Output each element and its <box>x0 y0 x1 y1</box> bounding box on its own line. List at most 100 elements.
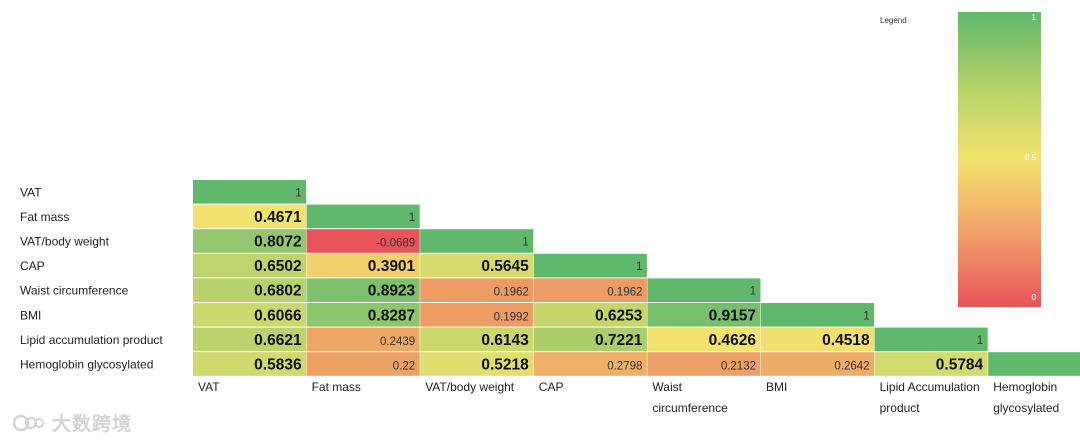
row-label-4: Waist circumference <box>20 284 129 298</box>
cell-r6-c6 <box>874 327 988 352</box>
row-label-2: VAT/body weight <box>20 235 110 249</box>
cell-r7-c1 <box>306 352 420 376</box>
legend-tick-2: 0 <box>1032 293 1037 302</box>
col-label-7-line-0: Hemoglobin <box>993 380 1057 394</box>
cell-value-r2-c0: 0.8072 <box>254 234 301 251</box>
cell-r7-c3 <box>533 352 647 376</box>
cell-value-r0-c0: 1 <box>295 187 301 199</box>
cell-value-r6-c0: 0.6621 <box>254 332 302 349</box>
col-label-6-line-1: product <box>880 401 921 415</box>
cell-r4-c1 <box>306 278 420 302</box>
cell-r6-c0 <box>193 327 307 352</box>
cell-r1-c0 <box>193 204 307 229</box>
col-label-0-line-0: VAT <box>198 380 220 394</box>
cell-r2-c1 <box>306 229 420 253</box>
cell-r1-c1 <box>306 204 420 229</box>
cell-value-r5-c2: 0.1992 <box>494 311 529 323</box>
cell-r6-c3 <box>533 327 647 352</box>
row-labels: VAT Fat mass VAT/body weight CAP Waist circu… <box>20 185 163 371</box>
cell-value-r5-c5: 1 <box>863 310 869 322</box>
cell-value-r6-c6: 1 <box>977 335 983 347</box>
heatmap-cells: 1 0.4671 1 0.8072 -0.0689 1 0.6502 0.3901 0.5645… <box>193 180 1080 376</box>
cell-r3-c0 <box>193 253 307 278</box>
cell-r5-c2 <box>420 303 534 327</box>
cell-r4-c2 <box>420 278 534 302</box>
legend-tick-1: 0.5 <box>1025 153 1037 162</box>
cell-value-r4-c2: 0.1962 <box>494 287 529 299</box>
watermark-logo-icon <box>12 414 44 431</box>
row-label-5: BMI <box>20 308 41 322</box>
row-label-7: Hemoglobin glycosylated <box>20 358 153 372</box>
cell-r5-c5 <box>761 303 875 327</box>
cell-r2-c0 <box>193 229 307 253</box>
cell-value-r2-c1: -0.0689 <box>376 238 415 250</box>
col-label-4-line-0: Waist <box>652 380 682 394</box>
cell-r7-c6 <box>874 352 988 376</box>
cell-value-r6-c3: 0.7221 <box>595 332 643 349</box>
col-label-6-line-0: Lipid Accumulation <box>880 380 980 394</box>
cell-r6-c1 <box>306 327 420 352</box>
cell-r7-c0 <box>193 352 307 376</box>
cell-r5-c0 <box>193 303 307 327</box>
legend-gradient-bar <box>958 12 1041 307</box>
col-label-4-line-1: circumference <box>652 401 728 415</box>
cell-r7-c2 <box>420 352 534 376</box>
cell-r6-c4 <box>647 327 761 352</box>
legend: Legend 10.50 <box>880 12 1041 307</box>
cell-r4-c3 <box>533 278 647 302</box>
col-label-7-line-1: glycosylated <box>993 401 1059 415</box>
cell-r4-c4 <box>647 278 761 302</box>
cell-r3-c1 <box>306 253 420 278</box>
cell-r2-c2 <box>420 229 534 253</box>
col-label-3-line-0: CAP <box>539 380 564 394</box>
cell-r6-c2 <box>420 327 534 352</box>
cell-value-r3-c0: 0.6502 <box>254 258 301 275</box>
cell-r5-c3 <box>533 303 647 327</box>
cell-value-r2-c2: 1 <box>522 237 528 249</box>
cell-r7-c5 <box>761 352 875 376</box>
cell-value-r4-c0: 0.6802 <box>254 283 301 300</box>
cell-r5-c1 <box>306 303 420 327</box>
cell-value-r1-c1: 1 <box>409 212 415 224</box>
cell-r3-c2 <box>420 253 534 278</box>
cell-value-r5-c3: 0.6253 <box>595 307 643 324</box>
cell-value-r7-c3: 0.2798 <box>607 361 642 373</box>
cell-r5-c4 <box>647 303 761 327</box>
cell-r7-c7 <box>988 352 1080 376</box>
legend-title: Legend <box>880 16 907 25</box>
cell-value-r7-c6: 0.5784 <box>936 357 984 374</box>
col-label-1-line-0: Fat mass <box>312 380 361 394</box>
col-label-2-line-0: VAT/body weight <box>425 380 515 394</box>
row-label-3: CAP <box>20 259 45 273</box>
column-labels: VAT Fat mass VAT/body weight CAP Waist circum… <box>198 380 1059 415</box>
cell-value-r6-c1: 0.2439 <box>380 336 415 348</box>
row-label-0: VAT <box>20 185 42 199</box>
cell-value-r7-c5: 0.2642 <box>834 361 869 373</box>
cell-value-r3-c2: 0.5645 <box>481 258 529 275</box>
cell-value-r6-c4: 0.4626 <box>709 332 757 349</box>
legend-tick-0: 1 <box>1032 13 1037 22</box>
cell-value-r6-c2: 0.6143 <box>481 332 529 349</box>
watermark: 大数跨境 <box>12 409 132 436</box>
cell-value-r1-c0: 0.4671 <box>254 209 302 226</box>
cell-r7-c4 <box>647 352 761 376</box>
cell-r0-c0 <box>193 180 307 204</box>
cell-value-r7-c1: 0.22 <box>393 361 415 373</box>
cell-value-r5-c4: 0.9157 <box>709 307 756 324</box>
cell-value-r4-c1: 0.8923 <box>368 283 416 300</box>
cell-value-r6-c5: 0.4518 <box>822 332 870 349</box>
cell-value-r3-c1: 0.3901 <box>368 258 416 275</box>
cell-value-r4-c3: 0.1962 <box>607 287 642 299</box>
cell-value-r5-c0: 0.6066 <box>254 307 302 324</box>
cell-r3-c3 <box>533 253 647 278</box>
cell-r6-c5 <box>761 327 875 352</box>
cell-value-r5-c1: 0.8287 <box>368 307 415 324</box>
cell-value-r7-c2: 0.5218 <box>481 357 529 374</box>
cell-value-r7-c4: 0.2132 <box>721 361 756 373</box>
cell-value-r4-c4: 1 <box>750 286 756 298</box>
watermark-text: 大数跨境 <box>52 414 133 435</box>
row-label-6: Lipid accumulation product <box>20 333 163 347</box>
legend-ticks: 10.50 <box>1025 13 1037 302</box>
col-label-5-line-0: BMI <box>766 380 787 394</box>
